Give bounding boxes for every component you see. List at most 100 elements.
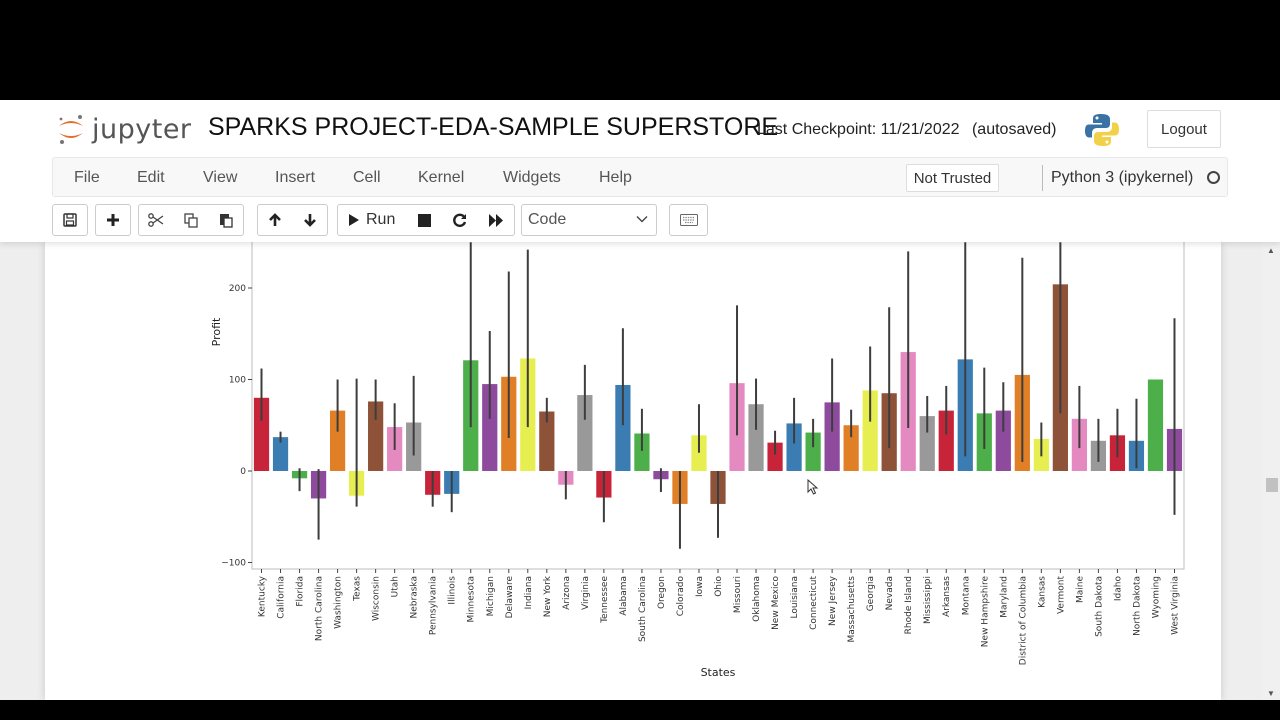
x-tick-label: Colorado	[676, 576, 686, 617]
x-tick-label: Idaho	[1113, 576, 1123, 602]
bar-maryland	[995, 410, 1011, 471]
x-axis-label: States	[701, 666, 736, 679]
scrollbar-thumb[interactable]	[1266, 478, 1278, 492]
x-tick-label: Virginia	[581, 576, 591, 610]
bar-alabama	[615, 384, 631, 471]
restart-run-all-button[interactable]	[477, 204, 515, 236]
x-tick-label: Indiana	[524, 576, 534, 609]
bar-new-mexico	[767, 442, 783, 471]
run-label: Run	[366, 211, 396, 228]
cell-type-select[interactable]: Code	[521, 204, 657, 236]
jupyter-logo-text: jupyter	[92, 113, 192, 145]
x-tick-label: Michigan	[486, 576, 496, 616]
bar-massachusetts	[843, 425, 859, 471]
bar-washington	[329, 410, 346, 471]
menu-widgets[interactable]: Widgets	[503, 169, 561, 186]
kernel-idle-indicator-icon	[1207, 171, 1220, 184]
x-tick-label: Georgia	[866, 576, 876, 611]
bar-virginia	[577, 395, 593, 471]
jupyter-logo-icon	[56, 112, 86, 146]
x-tick-label: Nevada	[885, 576, 895, 610]
x-tick-label: Rhode Island	[904, 576, 914, 634]
not-trusted-button[interactable]: Not Trusted	[906, 164, 999, 192]
y-axis-label: Profit	[210, 317, 223, 346]
bar-arkansas	[938, 410, 954, 471]
y-tick-label: −100	[221, 559, 246, 569]
cut-button[interactable]	[138, 204, 174, 236]
x-tick-label: Florida	[296, 576, 306, 607]
restart-icon	[452, 213, 466, 227]
menu-view[interactable]: View	[203, 169, 238, 186]
notebook-toolbar: Run Code	[52, 204, 752, 236]
interrupt-button[interactable]	[407, 204, 443, 236]
restart-button[interactable]	[442, 204, 478, 236]
scroll-up-arrow-icon[interactable]: ▲	[1267, 246, 1275, 255]
scroll-down-arrow-icon[interactable]: ▼	[1267, 689, 1275, 698]
x-tick-label: South Carolina	[638, 576, 648, 642]
keyboard-icon	[679, 214, 698, 226]
x-tick-label: Maine	[1075, 576, 1085, 603]
logout-button[interactable]: Logout	[1147, 110, 1221, 148]
bar-oklahoma	[748, 404, 764, 471]
checkpoint-status: Last Checkpoint: 11/21/2022 (autosaved)	[757, 121, 1064, 139]
video-letterbox-top	[0, 0, 1280, 100]
x-tick-label: Pennsylvania	[429, 576, 439, 635]
x-tick-label: Illinois	[448, 576, 458, 605]
x-tick-label: District of Columbia	[1018, 576, 1028, 665]
kernel-name[interactable]: Python 3 (ipykernel)	[1051, 169, 1194, 186]
command-palette-button[interactable]	[669, 204, 708, 236]
menu-file[interactable]: File	[74, 169, 100, 186]
plus-icon	[107, 214, 119, 226]
stop-icon	[418, 213, 431, 227]
scissors-icon	[148, 213, 164, 227]
x-tick-label: Arkansas	[942, 576, 952, 617]
x-tick-label: Missouri	[733, 576, 743, 613]
play-icon	[349, 214, 359, 226]
kernel-separator	[1042, 165, 1043, 191]
move-down-button[interactable]	[292, 204, 328, 236]
x-tick-label: South Dakota	[1094, 576, 1104, 637]
copy-button[interactable]	[173, 204, 209, 236]
x-tick-label: North Carolina	[315, 576, 325, 641]
x-tick-label: Wyoming	[1151, 576, 1161, 618]
x-tick-label: Nebraska	[410, 576, 420, 618]
menu-help[interactable]: Help	[599, 169, 632, 186]
y-tick-label: 200	[229, 284, 246, 294]
top-bar: jupyter SPARKS PROJECT-EDA-SAMPLE SUPERS…	[0, 102, 1280, 154]
x-tick-label: Tennessee	[600, 576, 610, 624]
paste-button[interactable]	[208, 204, 244, 236]
x-tick-label: Alabama	[619, 576, 629, 616]
run-button[interactable]: Run	[337, 204, 408, 236]
x-tick-label: Utah	[391, 576, 401, 597]
bar-new-jersey	[824, 402, 840, 471]
menu-insert[interactable]: Insert	[275, 169, 316, 186]
y-tick-label: 0	[240, 467, 246, 477]
save-icon	[63, 213, 77, 227]
checkpoint-label: Last Checkpoint: 11/21/2022	[757, 121, 960, 138]
x-tick-label: Minnesota	[467, 576, 477, 622]
copy-icon	[183, 212, 198, 228]
menu-kernel[interactable]: Kernel	[418, 169, 465, 186]
notebook-header: jupyter SPARKS PROJECT-EDA-SAMPLE SUPERS…	[0, 100, 1280, 242]
page-scrollbar[interactable]: ▲ ▼	[1262, 242, 1280, 700]
save-button[interactable]	[52, 204, 88, 236]
insert-cell-button[interactable]	[95, 204, 131, 236]
menu-cell[interactable]: Cell	[353, 169, 381, 186]
x-tick-label: Massachusetts	[847, 576, 857, 643]
x-tick-label: Ohio	[714, 576, 724, 597]
jupyter-logo[interactable]: jupyter	[56, 111, 196, 147]
x-tick-label: Texas	[353, 576, 363, 602]
x-tick-label: North Dakota	[1132, 576, 1142, 636]
bar-louisiana	[786, 423, 802, 471]
notebook-container: −100 0 100 200 Profit Kentucky California Flori…	[45, 242, 1221, 700]
bar-connecticut	[805, 432, 821, 471]
x-tick-label: Wisconsin	[372, 576, 382, 621]
x-tick-label: New York	[543, 575, 553, 617]
menu-edit[interactable]: Edit	[137, 169, 165, 186]
y-tick-label: 100	[229, 376, 246, 386]
move-up-button[interactable]	[257, 204, 293, 236]
mouse-cursor-icon	[807, 479, 819, 495]
arrow-up-icon	[269, 213, 281, 226]
bar-kentucky	[253, 397, 270, 471]
notebook-title[interactable]: SPARKS PROJECT-EDA-SAMPLE SUPERSTORE	[208, 113, 779, 141]
